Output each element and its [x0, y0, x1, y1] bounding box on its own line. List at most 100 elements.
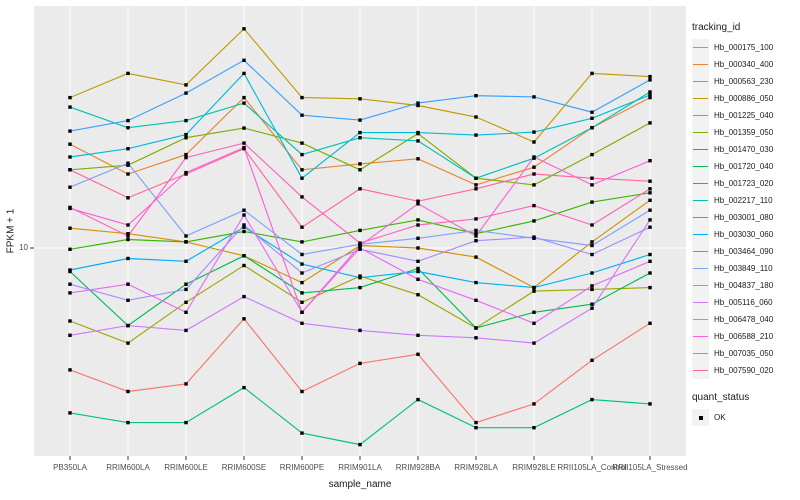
data-point — [590, 271, 594, 275]
data-point — [126, 282, 130, 286]
data-point — [358, 168, 362, 172]
x-tick-label: RRII105LA_Control — [557, 463, 627, 472]
x-tick-label: RRIM600LA — [106, 463, 150, 472]
data-point — [474, 217, 478, 221]
data-point — [242, 101, 246, 105]
legend-key-line-icon — [692, 141, 709, 158]
data-point — [358, 187, 362, 191]
x-tick-label: RRII105LA_Stressed — [612, 463, 688, 472]
data-point — [532, 165, 536, 169]
data-point — [126, 118, 130, 123]
legend-item-label: Hb_001359_050 — [714, 128, 774, 137]
legend-key-line-icon — [692, 107, 709, 124]
data-point — [184, 155, 188, 160]
data-point — [184, 328, 188, 333]
legend-item-label: Hb_007035_050 — [714, 349, 774, 358]
data-point — [300, 225, 304, 229]
data-point — [184, 91, 188, 95]
data-point — [126, 172, 130, 176]
data-point — [300, 389, 304, 394]
data-point — [126, 341, 130, 345]
data-point — [68, 185, 72, 189]
data-point — [648, 402, 652, 406]
data-point — [126, 234, 130, 238]
data-point — [68, 368, 72, 372]
legend-item-label: Hb_003030_060 — [714, 230, 774, 239]
data-point — [416, 397, 420, 402]
data-point — [126, 126, 130, 130]
data-point — [300, 280, 304, 285]
legend-item-label: Hb_007590_020 — [714, 366, 774, 375]
x-tick-label: RRIM928BA — [395, 463, 441, 472]
data-point — [648, 121, 652, 125]
data-point — [300, 300, 304, 304]
data-point — [184, 152, 188, 157]
data-point — [300, 262, 304, 266]
data-point — [242, 317, 246, 321]
data-point — [68, 333, 72, 337]
data-point — [126, 389, 130, 394]
data-point — [416, 259, 420, 263]
legend-item-Hb_006478_040: Hb_006478_040 — [692, 311, 800, 328]
data-point — [590, 397, 594, 402]
data-point — [532, 155, 536, 159]
legend-key-line-icon — [692, 311, 709, 328]
legend-item-label: Hb_003001_080 — [714, 213, 774, 222]
data-point — [242, 71, 246, 76]
legend-key-line-icon — [692, 345, 709, 362]
data-point — [648, 78, 652, 82]
data-point — [242, 95, 246, 100]
data-point — [358, 328, 362, 333]
data-point — [590, 240, 594, 244]
legend-title-quant-status: quant_status — [692, 392, 750, 403]
data-point — [474, 228, 478, 233]
data-point — [474, 183, 478, 187]
data-point — [416, 157, 420, 161]
data-point — [648, 285, 652, 290]
data-point — [358, 136, 362, 140]
legend-item-Hb_006588_210: Hb_006588_210 — [692, 328, 800, 345]
data-point — [590, 358, 594, 362]
data-point — [474, 420, 478, 425]
data-point — [242, 229, 246, 234]
x-tick-label: RRIM901LA — [338, 463, 382, 472]
data-point — [184, 259, 188, 263]
data-point — [242, 385, 246, 390]
legend-item-label: Hb_003464_090 — [714, 247, 774, 256]
data-point — [474, 298, 478, 302]
data-point — [532, 285, 536, 290]
data-point — [184, 420, 188, 425]
data-point — [532, 203, 536, 208]
legend-key-line-icon — [692, 175, 709, 192]
legend-item-Hb_000563_230: Hb_000563_230 — [692, 73, 800, 90]
data-point — [648, 191, 652, 195]
legend-key-line-icon — [692, 277, 709, 294]
data-point — [416, 218, 420, 222]
data-point — [242, 223, 246, 227]
data-point — [648, 218, 652, 222]
data-point — [474, 115, 478, 119]
data-point — [358, 246, 362, 250]
data-point — [590, 116, 594, 120]
data-point — [416, 130, 420, 135]
data-point — [358, 97, 362, 101]
data-point — [300, 195, 304, 199]
data-point — [590, 252, 594, 257]
data-point — [242, 27, 246, 31]
data-point — [358, 442, 362, 447]
data-point — [68, 268, 72, 272]
data-point — [532, 95, 536, 99]
legend-key-line-icon — [692, 73, 709, 90]
legend-key-line-icon — [692, 294, 709, 311]
data-point — [648, 90, 652, 94]
data-point — [648, 93, 652, 97]
data-point — [68, 129, 72, 133]
legend-key-square-icon — [692, 409, 709, 426]
legend-key-line-icon — [692, 158, 709, 175]
data-point — [590, 223, 594, 227]
data-point — [358, 118, 362, 122]
data-point — [126, 298, 130, 302]
legend-item-Hb_003030_060: Hb_003030_060 — [692, 226, 800, 243]
data-point — [532, 289, 536, 293]
